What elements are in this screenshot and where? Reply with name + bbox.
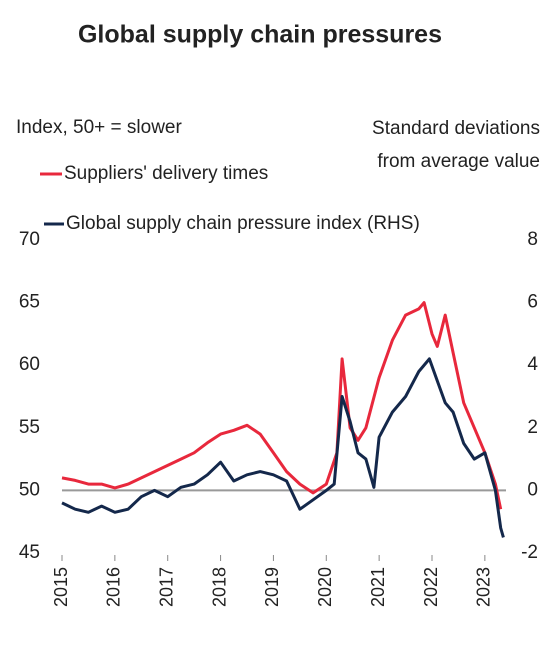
x-tick-label: 2023 xyxy=(474,567,494,607)
y2-axis-label: Standard deviations from average value xyxy=(372,118,540,172)
y2-tick-label: 0 xyxy=(527,479,538,500)
x-tick-label: 2016 xyxy=(104,567,124,607)
y2-tick-label: 6 xyxy=(527,292,538,313)
x-tick-label: 2017 xyxy=(156,567,176,607)
x-tick-label: 2015 xyxy=(51,567,71,607)
y2-tick-label: 4 xyxy=(527,354,538,375)
series-line xyxy=(61,301,503,510)
legend-label: Suppliers' delivery times xyxy=(64,163,268,184)
y-tick-label: 55 xyxy=(19,417,40,438)
y2-tick-label: 2 xyxy=(527,417,538,438)
y-tick-label: 60 xyxy=(19,354,40,375)
legend-label: Global supply chain pressure index (RHS) xyxy=(66,213,420,234)
x-tick-label: 2018 xyxy=(209,567,229,607)
y2-tick-label: -2 xyxy=(521,542,538,563)
x-tick-label: 2021 xyxy=(368,567,388,607)
y-tick-label: 50 xyxy=(19,479,40,500)
chart-title: Global supply chain pressures xyxy=(78,21,442,49)
x-tick-label: 2022 xyxy=(421,567,441,607)
y-tick-label: 65 xyxy=(19,292,40,313)
y-axis-label: Index, 50+ = slower xyxy=(16,117,182,138)
y-tick-label: 70 xyxy=(19,229,40,250)
x-tick-label: 2019 xyxy=(262,567,282,607)
series-line xyxy=(61,357,505,538)
y-tick-label: 45 xyxy=(19,542,40,563)
x-tick-label: 2020 xyxy=(315,567,335,607)
y2-tick-label: 8 xyxy=(527,229,538,250)
